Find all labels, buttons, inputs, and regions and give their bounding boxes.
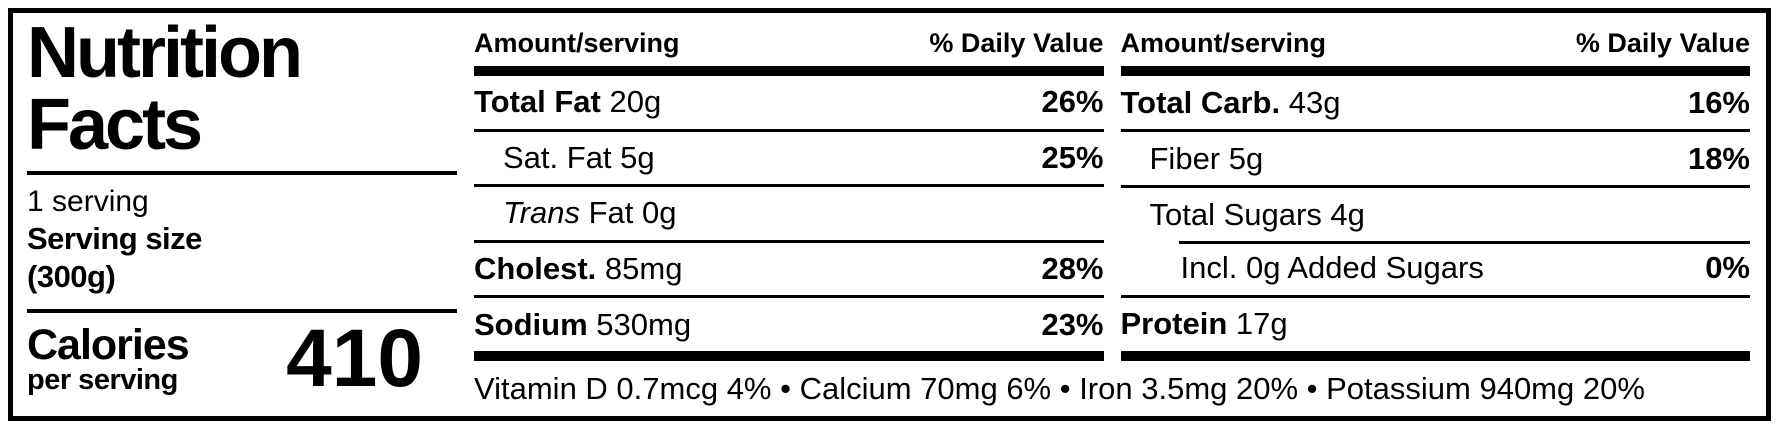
row-trans-fat: Trans Fat 0g: [474, 187, 1104, 243]
nutrient-name: Incl. 0g Added Sugars: [1180, 250, 1484, 286]
thick-divider: [1120, 66, 1750, 76]
title-line-2: Facts: [27, 85, 203, 165]
daily-value: 25%: [1041, 139, 1104, 175]
row-total-carbohydrate: Total Carb. 43g 16%: [1120, 76, 1750, 133]
row-total-sugars: Total Sugars 4g: [1121, 188, 1751, 241]
label-title: Nutrition Facts: [27, 17, 461, 161]
header-amount-per-serving: Amount/serving: [474, 28, 680, 58]
column-header: Amount/serving % Daily Value: [1121, 27, 1751, 66]
divider: [27, 171, 457, 175]
header-percent-daily-value: % Daily Value: [1575, 28, 1750, 58]
micronutrients-line: Vitamin D 0.7mcg 4% • Calcium 70mg 6% • …: [474, 370, 1645, 406]
thick-divider: [474, 351, 1104, 361]
servings-per-container: 1 serving: [27, 185, 149, 218]
serving-size-value: (300g): [27, 259, 116, 294]
row-fiber: Fiber 5g 18%: [1120, 132, 1750, 189]
nutrient-name: Sat. Fat 5g: [503, 139, 655, 175]
calories-labels: Calories per serving: [27, 320, 190, 396]
nutrient-columns: Amount/serving % Daily Value Total Fat 2…: [474, 27, 1750, 351]
calories-value: 410: [286, 313, 423, 404]
row-total-fat: Total Fat 20g 26%: [474, 76, 1104, 132]
serving-size-label: Serving size: [27, 221, 202, 256]
calories-label: Calories: [27, 320, 190, 369]
header-percent-daily-value: % Daily Value: [929, 28, 1104, 58]
nutrient-name: Cholest. 85mg: [474, 251, 683, 287]
thick-divider: [474, 66, 1104, 76]
title-line-1: Nutrition: [27, 13, 303, 93]
nutrient-name: Total Carb. 43g: [1120, 84, 1341, 120]
daily-value: 28%: [1041, 251, 1104, 287]
daily-value: 23%: [1041, 306, 1104, 342]
row-sodium: Sodium 530mg 23%: [474, 298, 1104, 351]
nutrient-name: Trans Fat 0g: [503, 195, 677, 231]
row-sat-fat: Sat. Fat 5g 25%: [474, 132, 1104, 188]
nutrient-column-2: Amount/serving % Daily Value Total Carb.…: [1120, 27, 1751, 351]
daily-value: 26%: [1041, 84, 1104, 120]
column-gap: [1104, 27, 1121, 351]
divider: [27, 309, 457, 313]
header-amount-per-serving: Amount/serving: [1120, 28, 1327, 58]
nutrient-name: Sodium 530mg: [474, 306, 692, 342]
column-gap: [1104, 351, 1121, 361]
footer-divider: [474, 351, 1750, 361]
row-cholesterol: Cholest. 85mg 28%: [474, 243, 1104, 299]
nutrient-table: Amount/serving % Daily Value Total Fat 2…: [474, 13, 1766, 416]
daily-value: 16%: [1687, 84, 1750, 120]
row-protein: Protein 17g: [1121, 298, 1751, 351]
nutrient-name: Total Fat 20g: [474, 84, 662, 120]
calories-block: Calories per serving 410: [27, 313, 457, 404]
thick-divider: [1120, 351, 1750, 361]
nutrient-name: Fiber 5g: [1149, 140, 1264, 176]
daily-value: 18%: [1687, 140, 1750, 176]
row-added-sugars: Incl. 0g Added Sugars 0%: [1120, 240, 1750, 298]
column-header: Amount/serving % Daily Value: [474, 27, 1104, 66]
nutrient-name: Protein 17g: [1120, 306, 1288, 342]
daily-value: 0%: [1705, 250, 1750, 286]
left-panel: Nutrition Facts 1 serving Serving size (…: [13, 13, 461, 416]
nutrient-name: Total Sugars 4g: [1149, 197, 1365, 232]
nutrition-facts-label: Nutrition Facts 1 serving Serving size (…: [8, 8, 1771, 421]
nutrient-column-1: Amount/serving % Daily Value Total Fat 2…: [474, 27, 1104, 351]
calories-sublabel: per serving: [27, 363, 178, 396]
